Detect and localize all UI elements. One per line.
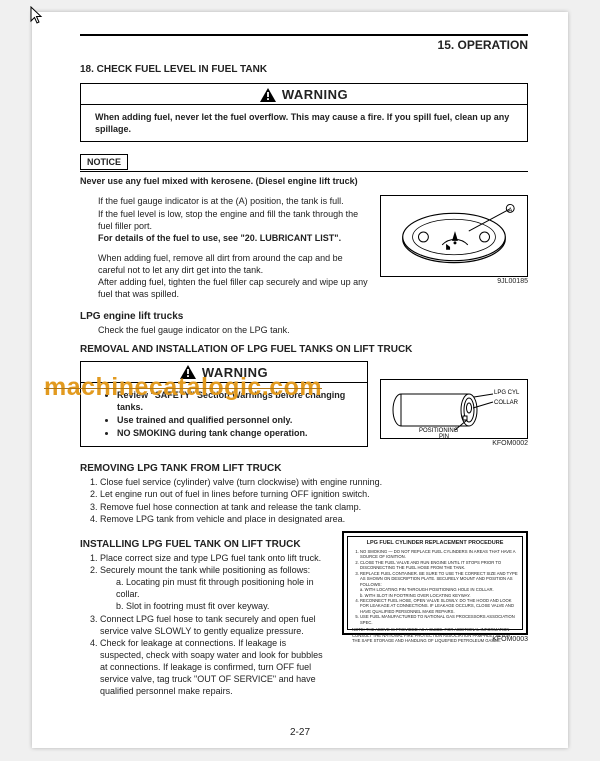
warning-heading-1: WARNING xyxy=(81,84,527,104)
figure-1-code: 9JL00185 xyxy=(380,278,528,285)
header-title: 15. OPERATION xyxy=(80,38,528,52)
warning-heading-2: WARNING xyxy=(81,362,367,382)
warning-box-1: WARNING When adding fuel, never let the … xyxy=(80,83,528,142)
fuel-p2: If the fuel level is low, stop the engin… xyxy=(98,208,368,232)
figure-3: LPG FUEL CYLINDER REPLACEMENT PROCEDURE … xyxy=(342,531,528,635)
figure-3-wrap: LPG FUEL CYLINDER REPLACEMENT PROCEDURE … xyxy=(342,531,528,643)
installing-heading: INSTALLING LPG FUEL TANK ON LIFT TRUCK xyxy=(80,539,330,550)
removing-s1: Close fuel service (cylinder) valve (tur… xyxy=(100,476,528,488)
figure-1: A xyxy=(380,195,528,277)
warning-label-1: WARNING xyxy=(282,87,348,102)
svg-text:LPG CYL: LPG CYL xyxy=(494,390,520,396)
warning-box-2: WARNING Review "SAFETY" Section Warnings… xyxy=(80,361,368,448)
fuel-p1: If the fuel gauge indicator is at the (A… xyxy=(98,195,368,207)
removing-s2: Let engine run out of fuel in lines befo… xyxy=(100,488,528,500)
fuel-p3: For details of the fuel to use, see "20.… xyxy=(98,232,368,244)
cursor-icon xyxy=(30,6,46,28)
installing-s3: Connect LPG fuel hose to tank securely a… xyxy=(100,613,330,637)
notice-rule xyxy=(80,171,528,172)
notice-text: Never use any fuel mixed with kerosene. … xyxy=(80,175,528,187)
figure-3-title: LPG FUEL CYLINDER REPLACEMENT PROCEDURE xyxy=(352,540,518,547)
removing-heading: REMOVING LPG TANK FROM LIFT TRUCK xyxy=(80,463,528,474)
svg-text:A: A xyxy=(508,208,512,214)
warning-icon xyxy=(180,365,196,379)
figure-2: LPG CYL COLLAR POSITIONING PIN xyxy=(380,379,528,439)
lpg-engine-line: Check the fuel gauge indicator on the LP… xyxy=(80,324,528,336)
warning-sep-2 xyxy=(81,382,367,383)
warning2-b2: Use trained and qualified personnel only… xyxy=(117,414,353,426)
removing-s4: Remove LPG tank from vehicle and place i… xyxy=(100,513,528,525)
section-18-title: 18. CHECK FUEL LEVEL IN FUEL TANK xyxy=(80,64,528,75)
installing-s1: Place correct size and type LPG fuel tan… xyxy=(100,552,330,564)
warning2-b3: NO SMOKING during tank change operation. xyxy=(117,427,353,439)
warning2-b1: Review "SAFETY" Section Warnings before … xyxy=(117,389,353,413)
page: 15. OPERATION 18. CHECK FUEL LEVEL IN FU… xyxy=(32,12,568,748)
lpg-engine-heading: LPG engine lift trucks xyxy=(80,311,528,322)
header-rule xyxy=(80,34,528,36)
installing-s2b: b. Slot in footring must fit over keyway… xyxy=(116,600,330,612)
warning-text-1: When adding fuel, never let the fuel ove… xyxy=(81,111,527,135)
svg-text:PIN: PIN xyxy=(439,434,449,440)
removing-s3: Remove fuel hose connection at tank and … xyxy=(100,501,528,513)
warning-icon xyxy=(260,88,276,102)
notice-label: NOTICE xyxy=(80,154,128,170)
warning-sep-1 xyxy=(81,104,527,105)
installing-s2: Securely mount the tank while positionin… xyxy=(100,565,310,575)
figure-1-wrap: A 9JL00185 xyxy=(380,195,528,285)
fuel-p5: After adding fuel, tighten the fuel fill… xyxy=(98,276,368,300)
installing-s4: Check for leakage at connections. If lea… xyxy=(100,637,330,698)
fuel-p4: When adding fuel, remove all dirt from a… xyxy=(98,252,368,276)
figure-2-code: KFOM0002 xyxy=(380,440,528,447)
installing-s2a: a. Locating pin must fit through positio… xyxy=(116,576,330,600)
figure-2-wrap: LPG CYL COLLAR POSITIONING PIN KFOM0002 xyxy=(380,357,528,456)
fuel-text-block: If the fuel gauge indicator is at the (A… xyxy=(80,195,368,300)
removal-heading: REMOVAL AND INSTALLATION OF LPG FUEL TAN… xyxy=(80,344,528,355)
warning-label-2: WARNING xyxy=(202,365,268,380)
installing-list: Place correct size and type LPG fuel tan… xyxy=(80,552,330,698)
page-number: 2-27 xyxy=(32,727,568,738)
removing-list: Close fuel service (cylinder) valve (tur… xyxy=(80,476,528,525)
svg-text:COLLAR: COLLAR xyxy=(494,400,519,406)
